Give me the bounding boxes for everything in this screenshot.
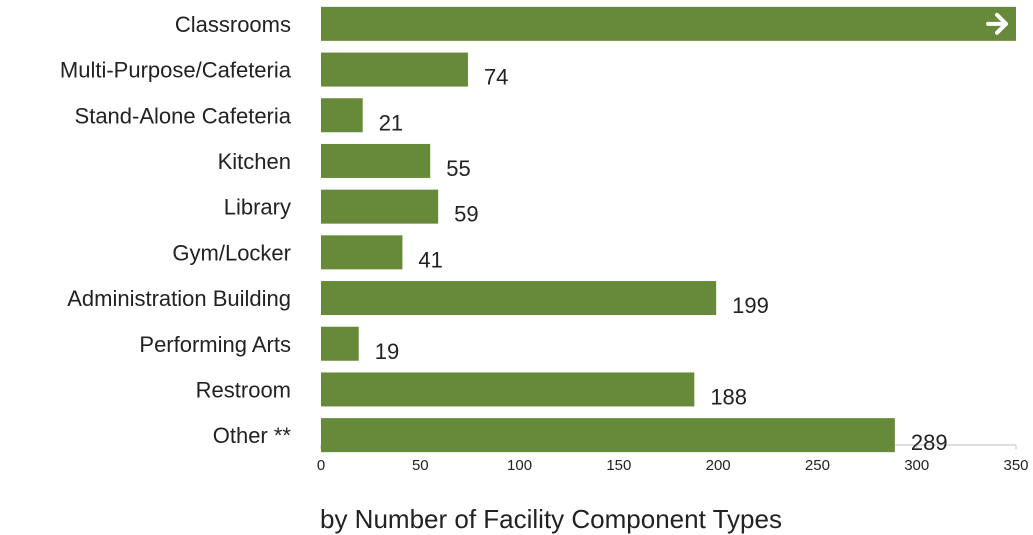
bar <box>321 52 468 87</box>
data-label: 21 <box>379 110 403 135</box>
category-label: Restroom <box>196 377 291 402</box>
arrow-right-icon <box>986 12 1008 35</box>
data-label: 59 <box>454 202 478 227</box>
bar <box>321 372 695 407</box>
bar <box>321 98 363 133</box>
bar <box>321 189 439 224</box>
category-label: Administration Building <box>67 286 291 311</box>
category-label: Kitchen <box>218 149 291 174</box>
bar <box>321 281 717 316</box>
data-label: 188 <box>710 384 747 409</box>
category-label: Performing Arts <box>139 332 291 357</box>
category-label: Library <box>224 195 291 220</box>
data-label: 41 <box>418 247 442 272</box>
category-label: Gym/Locker <box>172 240 291 265</box>
data-label: 74 <box>484 65 508 90</box>
x-tick-label: 150 <box>606 457 631 474</box>
data-label: 55 <box>446 156 470 181</box>
data-label: 199 <box>732 293 769 318</box>
x-tick-label: 50 <box>412 457 429 474</box>
bar <box>321 143 431 178</box>
x-tick-label: 300 <box>904 457 929 474</box>
category-label: Classrooms <box>175 12 291 37</box>
x-tick-label: 100 <box>507 457 532 474</box>
category-label: Other ** <box>213 423 292 448</box>
category-label: Multi-Purpose/Cafeteria <box>60 58 292 83</box>
x-tick-label: 0 <box>317 457 325 474</box>
x-axis-title: by Number of Facility Component Types <box>320 504 782 534</box>
x-tick-label: 200 <box>706 457 731 474</box>
bar <box>321 235 403 270</box>
data-label: 289 <box>911 430 948 455</box>
category-label: Stand-Alone Cafeteria <box>75 103 292 128</box>
data-label: 19 <box>375 339 399 364</box>
bar <box>321 418 895 453</box>
x-tick-label: 250 <box>805 457 830 474</box>
bar <box>321 326 359 361</box>
bar <box>321 6 1016 41</box>
x-tick-label: 350 <box>1003 457 1028 474</box>
